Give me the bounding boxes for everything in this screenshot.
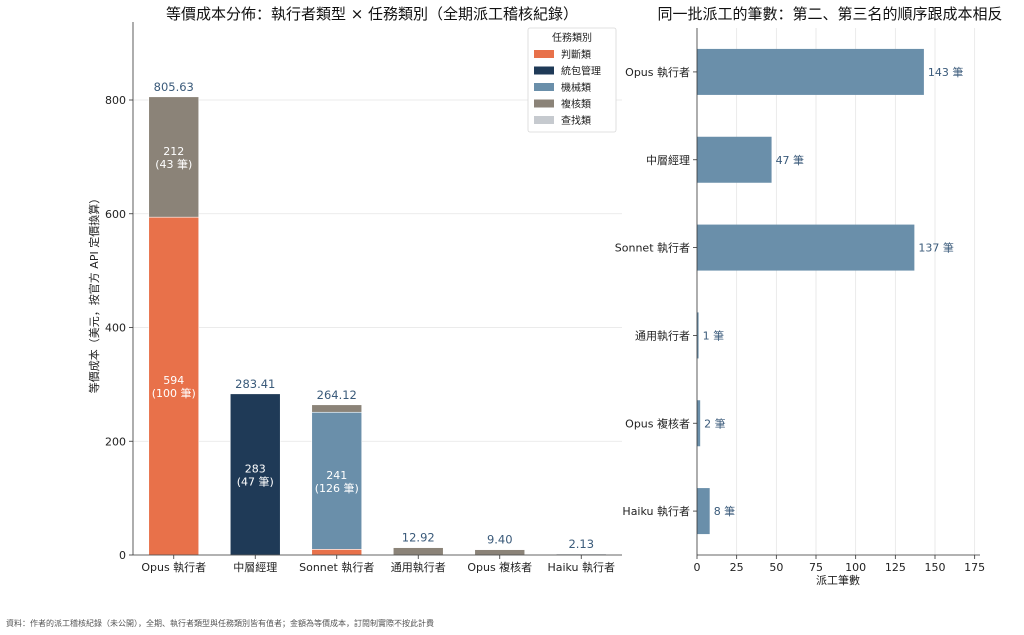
right-y-tick-label: Opus 執行者 [625, 66, 690, 79]
legend-swatch [534, 99, 554, 108]
left-stacked-bar-chart: 等價成本分佈：執行者類型 × 任務類別（全期派工稽核紀錄） 等價成本（美元，按官… [87, 5, 622, 574]
legend-label: 查找類 [561, 114, 591, 127]
bar-value-label: 137 筆 [918, 241, 954, 255]
bar-total-label: 805.63 [154, 80, 194, 94]
left-bars: 805.63 283.41 264.12 12.92 9.40 2.13 594(100 筆… [148, 80, 607, 556]
footnote: 資料：作者的派工稽核紀錄（未公開），全期、執行者類型與任務類別皆有值者；金額為等… [6, 618, 434, 628]
right-x-axis-label: 派工筆數 [816, 573, 860, 587]
stacked-bar-segment [148, 216, 200, 556]
segment-value-label: 241 [326, 469, 347, 482]
bar-value-label: 2 筆 [704, 416, 726, 430]
right-x-tick-label: 175 [964, 561, 985, 574]
right-chart-title: 同一批派工的筆數：第二、第三名的順序跟成本相反 [657, 5, 1002, 23]
right-y-tick-label: Haiku 執行者 [622, 505, 690, 518]
right-y-tick-label: 中層經理 [646, 153, 690, 167]
legend-swatch [534, 116, 554, 124]
bar-total-label: 2.13 [568, 537, 594, 551]
segment-value-label: 212 [163, 145, 184, 158]
legend-label: 機械類 [561, 81, 591, 94]
legend-swatch [534, 66, 554, 75]
horizontal-bar [697, 136, 772, 183]
stacked-bar-segment [474, 549, 526, 556]
horizontal-bar [697, 224, 915, 271]
legend-label: 統包管理 [561, 65, 601, 78]
bar-value-label: 1 筆 [703, 328, 725, 342]
stacked-bar-segment [311, 411, 363, 550]
left-y-tick-label: 400 [105, 322, 126, 335]
right-x-tick-label: 50 [769, 561, 783, 574]
legend-label: 複核類 [561, 98, 591, 111]
right-y-tick-label: Opus 複核者 [625, 416, 690, 430]
stacked-bar-segment [229, 393, 281, 556]
horizontal-bar [697, 312, 699, 359]
legend-swatch [534, 50, 554, 58]
right-bars: 143 筆 47 筆 137 筆 1 筆 2 筆 8 筆 [697, 48, 964, 535]
left-y-axis-label: 等價成本（美元，按官方 API 定價換算） [87, 193, 101, 393]
left-x-tick-label: Opus 複核者 [467, 560, 532, 574]
bar-value-label: 8 筆 [714, 504, 736, 518]
segment-value-label: (126 筆) [315, 481, 359, 495]
right-x-tick-label: 75 [809, 561, 823, 574]
left-y-tick-label: 600 [105, 208, 126, 221]
bar-value-label: 47 筆 [776, 153, 805, 167]
legend-swatch [534, 83, 554, 91]
right-x-tick-label: 25 [730, 561, 744, 574]
legend-label: 判斷類 [561, 48, 591, 61]
segment-value-label: (47 筆) [237, 474, 274, 488]
left-x-tick-label: Sonnet 執行者 [299, 561, 374, 574]
segment-value-label: 283 [245, 462, 266, 475]
horizontal-bar [697, 48, 924, 95]
bar-total-label: 264.12 [317, 388, 357, 402]
right-y-tick-label: 通用執行者 [635, 329, 690, 342]
bar-total-label: 9.40 [487, 533, 513, 547]
left-x-tick-label: 通用執行者 [391, 561, 446, 574]
right-x-tick-label: 125 [885, 561, 906, 574]
right-x-tick-label: 150 [925, 561, 946, 574]
legend-title: 任務類別 [552, 31, 592, 44]
segment-value-label: 594 [163, 374, 184, 387]
left-x-tick-label: Haiku 執行者 [547, 561, 615, 574]
segment-value-label: (43 筆) [155, 157, 192, 171]
right-gridlines [736, 28, 976, 555]
bar-total-label: 12.92 [402, 531, 435, 545]
horizontal-bar [697, 488, 710, 535]
right-x-tick-label: 0 [694, 561, 701, 574]
left-y-tick-label: 200 [105, 435, 126, 448]
left-chart-title: 等價成本分佈：執行者類型 × 任務類別（全期派工稽核紀錄） [166, 5, 578, 23]
left-y-tick-label: 0 [119, 549, 126, 562]
left-gridlines [133, 99, 622, 442]
right-x-tick-label: 100 [845, 561, 866, 574]
left-x-tick-label: 中層經理 [233, 560, 277, 574]
horizontal-bar [697, 400, 701, 447]
stacked-bar-segment [311, 404, 363, 413]
left-y-tick-label: 800 [105, 94, 126, 107]
stacked-bar-segment [392, 547, 444, 556]
stacked-bar-segment [148, 96, 200, 218]
bar-total-label: 283.41 [235, 377, 275, 391]
segment-value-label: (100 筆) [152, 386, 196, 400]
right-y-tick-label: Sonnet 執行者 [615, 242, 690, 255]
bar-value-label: 143 筆 [928, 65, 964, 79]
stacked-bar-segment [311, 549, 363, 556]
right-horizontal-bar-chart: 同一批派工的筆數：第二、第三名的順序跟成本相反 派工筆數 143 筆 47 筆 13… [615, 5, 1003, 587]
left-x-tick-label: Opus 執行者 [141, 561, 206, 574]
left-axes: 0 200 400 600 800 Opus 執行者 中層經理 Sonnet 執行者 通用執行者… [105, 22, 622, 574]
